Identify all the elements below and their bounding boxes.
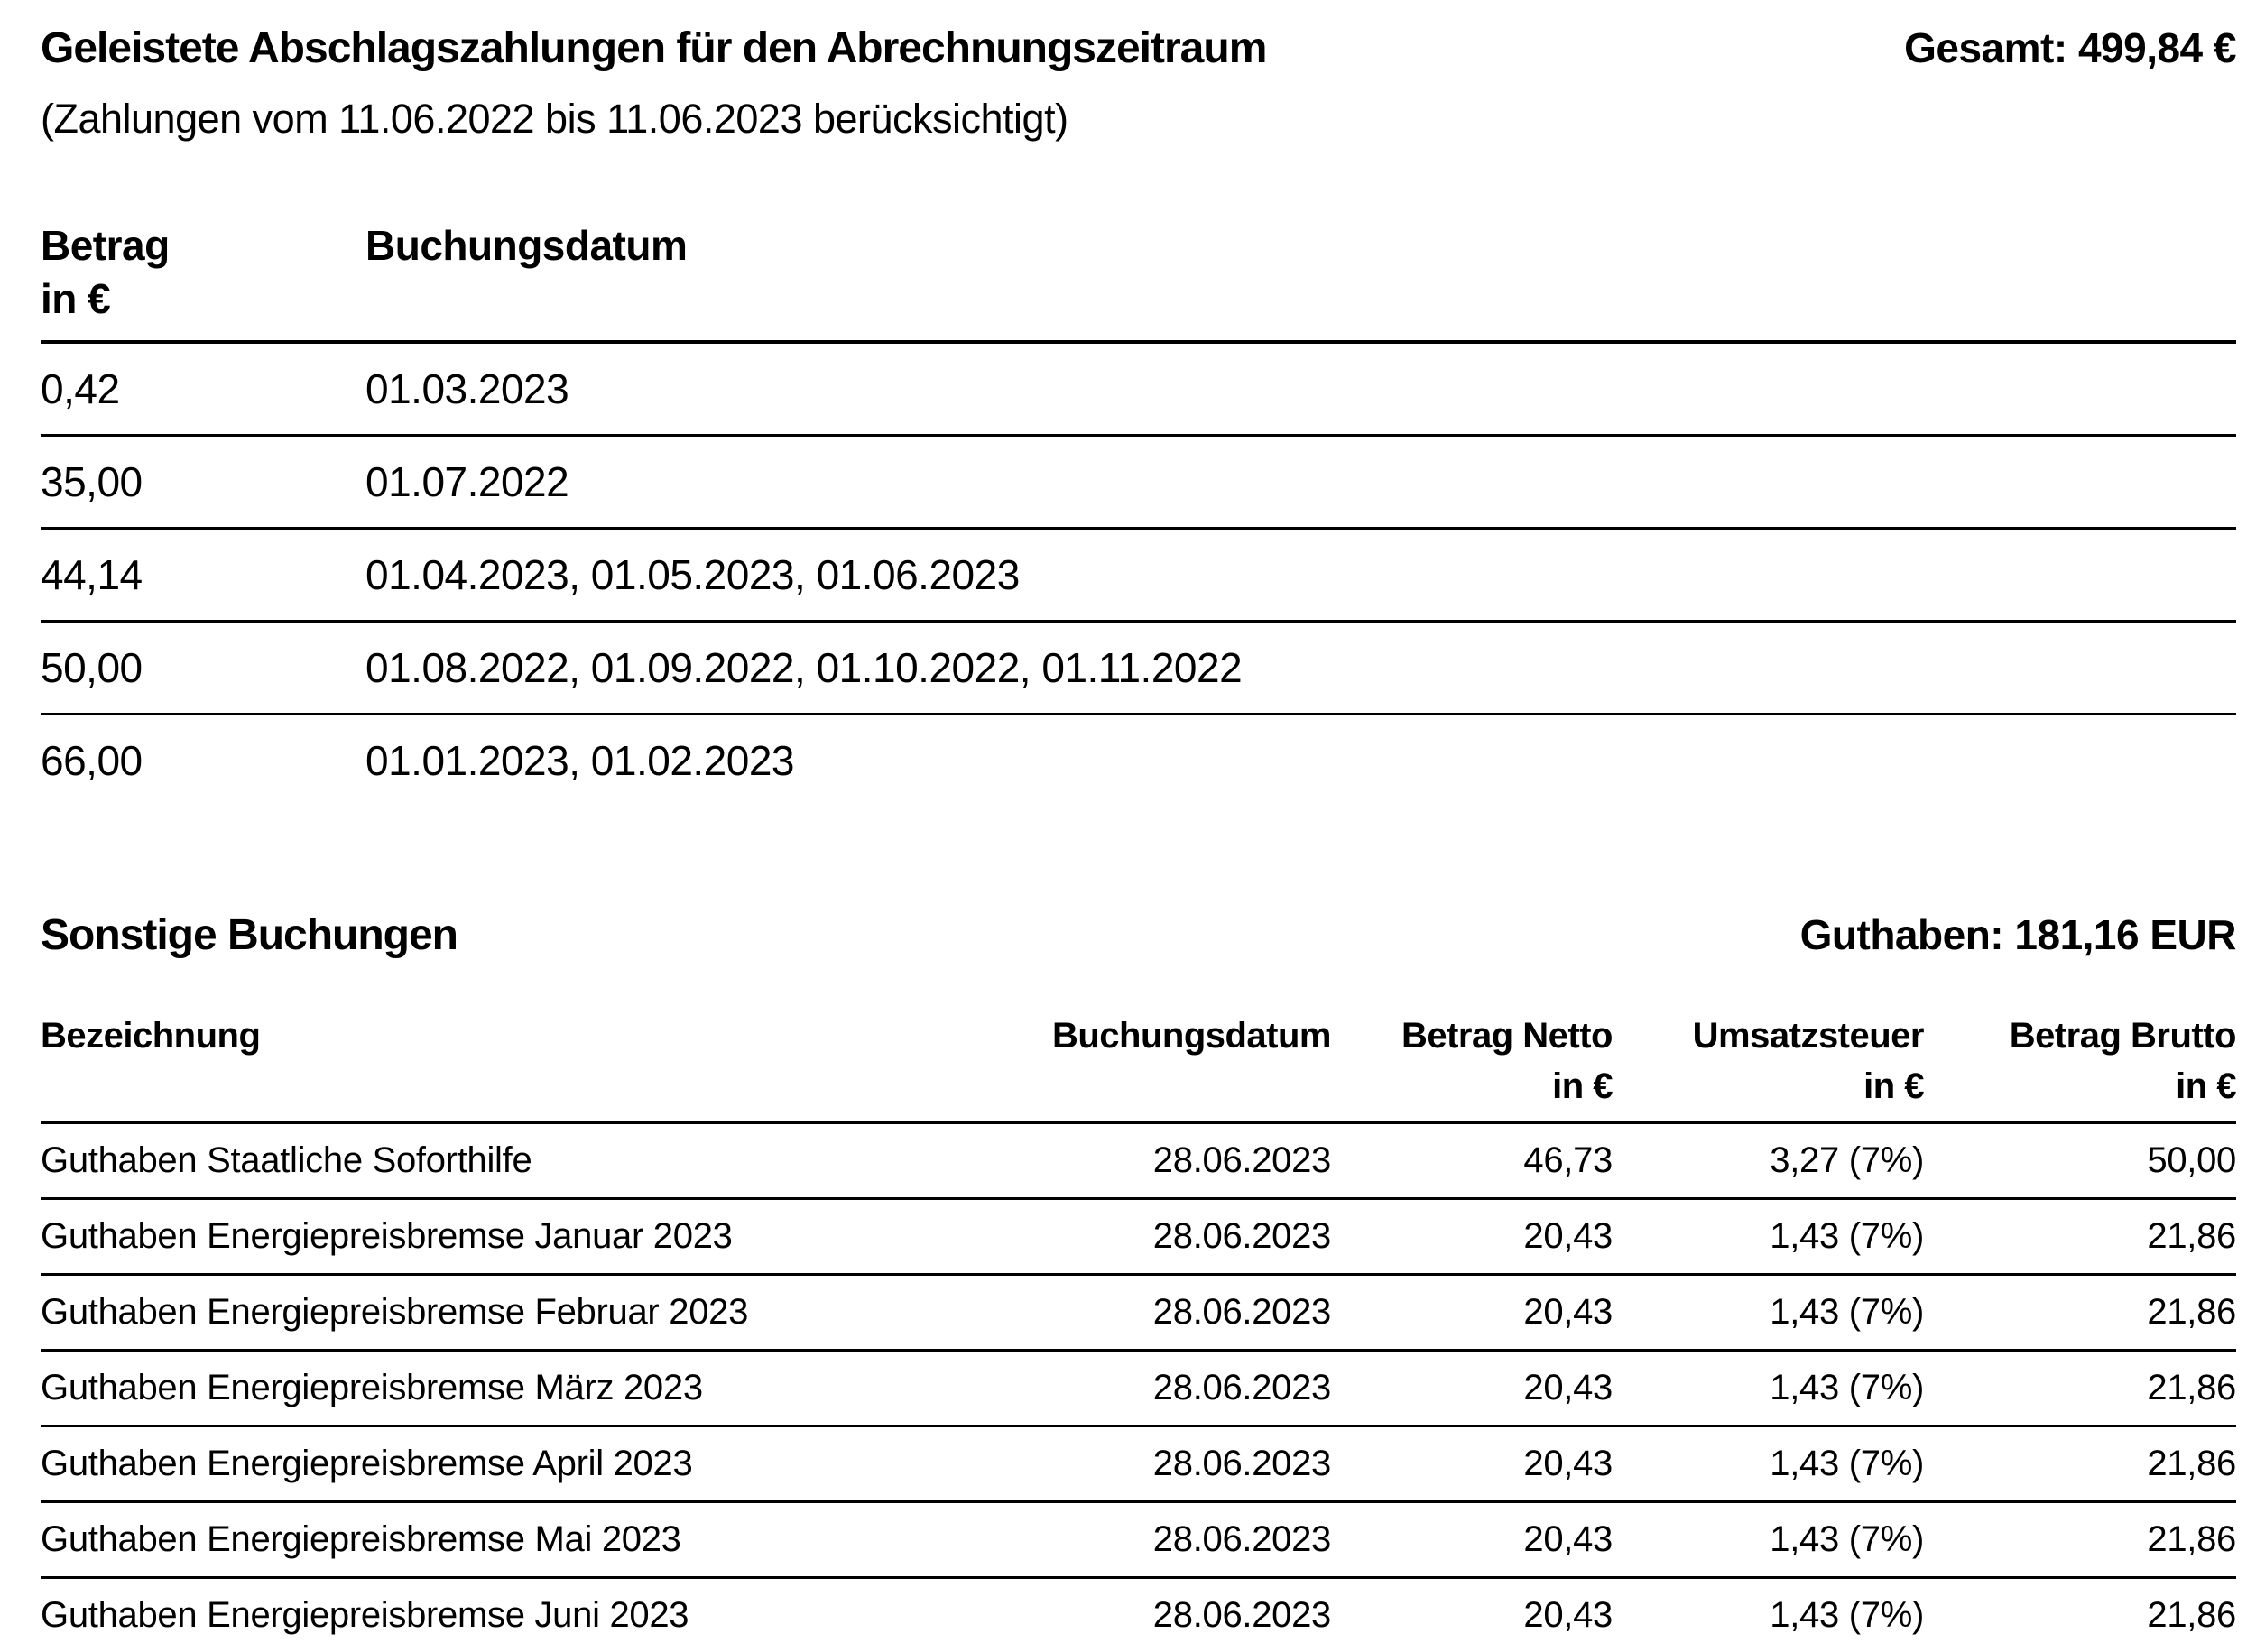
betrag-cell: 35,00 xyxy=(41,435,365,530)
buchungsdatum-cell: 28.06.2023 xyxy=(1038,1426,1331,1504)
abschlagszahlungen-section-header: Geleistete Abschlagszahlungen für den Ab… xyxy=(41,23,2236,73)
brutto-cell: 21,86 xyxy=(1924,1426,2236,1504)
table-row: 35,00 01.07.2022 xyxy=(41,435,2236,530)
bezeichnung-cell: Guthaben Energiepreisbremse Juni 2023 xyxy=(41,1595,689,1636)
header-umsatzsteuer: Umsatzsteuer in € xyxy=(1613,1011,1925,1125)
table-row: Guthaben Energiepreisbremse April 2023 2… xyxy=(41,1426,2236,1504)
bezeichnung-cell: Guthaben Energiepreisbremse Januar 2023 xyxy=(41,1198,1038,1277)
buchungsdatum-cell: 01.08.2022, 01.09.2022, 01.10.2022, 01.1… xyxy=(365,621,2236,715)
table-row: Guthaben Energiepreisbremse Februar 2023… xyxy=(41,1274,2236,1352)
netto-cell: 20,43 xyxy=(1523,1595,1613,1636)
header-betrag-brutto-unit: in € xyxy=(2176,1066,2236,1107)
bezeichnung-cell: Guthaben Energiepreisbremse Mai 2023 xyxy=(41,1501,1038,1580)
umsatzsteuer-cell: 1,43 (7%) xyxy=(1613,1350,1924,1428)
netto-cell: 20,43 xyxy=(1331,1350,1613,1428)
header-betrag: Betrag in € xyxy=(41,219,365,344)
brutto-cell: 21,86 xyxy=(1924,1501,2236,1580)
buchungsdatum-cell: 28.06.2023 xyxy=(1038,1122,1331,1201)
header-betrag-netto-unit: in € xyxy=(1552,1066,1613,1107)
header-bezeichnung: Bezeichnung xyxy=(41,1011,1038,1125)
umsatzsteuer-cell: 1,43 (7%) xyxy=(1770,1595,1924,1636)
header-betrag-brutto: Betrag Brutto in € xyxy=(1924,1011,2237,1125)
bezeichnung-cell: Guthaben Energiepreisbremse Februar 2023 xyxy=(41,1274,1038,1352)
umsatzsteuer-cell: 1,43 (7%) xyxy=(1613,1198,1924,1277)
netto-cell: 20,43 xyxy=(1331,1198,1613,1277)
header-umsatzsteuer-unit: in € xyxy=(1863,1066,1924,1107)
betrag-cell: 0,42 xyxy=(41,341,365,437)
netto-cell: 46,73 xyxy=(1331,1122,1613,1201)
brutto-cell: 21,86 xyxy=(1924,1350,2236,1428)
sonstige-buchungen-title: Sonstige Buchungen xyxy=(41,910,458,959)
buchungsdatum-cell: 28.06.2023 xyxy=(1038,1501,1331,1580)
bezeichnung-cell: Guthaben Energiepreisbremse April 2023 xyxy=(41,1426,1038,1504)
sonstige-buchungen-table: Bezeichnung Buchungsdatum Betrag Netto i… xyxy=(41,1011,2237,1652)
umsatzsteuer-cell: 1,43 (7%) xyxy=(1613,1274,1924,1352)
netto-cell: 20,43 xyxy=(1331,1501,1613,1580)
table-row: Guthaben Energiepreisbremse März 2023 28… xyxy=(41,1350,2236,1428)
gesamt-total-value: Gesamt: 499,84 € xyxy=(1904,24,2236,71)
sonstige-buchungen-section-header: Sonstige Buchungen Guthaben: 181,16 EUR xyxy=(41,910,2237,960)
bezeichnung-cell: Guthaben Energiepreisbremse März 2023 xyxy=(41,1350,1038,1428)
buchungsdatum-cell: 01.04.2023, 01.05.2023, 01.06.2023 xyxy=(365,528,2236,623)
sonstige-buchungen-table-header: Bezeichnung Buchungsdatum Betrag Netto i… xyxy=(41,1011,2237,1125)
buchungsdatum-cell: 28.06.2023 xyxy=(1038,1198,1331,1277)
brutto-cell: 21,86 xyxy=(2147,1595,2236,1636)
betrag-cell: 44,14 xyxy=(41,528,365,623)
header-buchungsdatum: Buchungsdatum xyxy=(365,219,2236,344)
table-row: Guthaben Energiepreisbremse Juni 2023 28… xyxy=(41,1578,2236,1652)
buchungsdatum-cell: 01.07.2022 xyxy=(365,435,2236,530)
header-buchungsdatum: Buchungsdatum xyxy=(1038,1011,1332,1125)
betrag-cell: 50,00 xyxy=(41,621,365,715)
buchungsdatum-cell: 01.03.2023 xyxy=(365,341,2236,437)
umsatzsteuer-cell: 1,43 (7%) xyxy=(1613,1501,1924,1580)
table-row: 50,00 01.08.2022, 01.09.2022, 01.10.2022… xyxy=(41,621,2236,715)
buchungsdatum-cell: 01.01.2023, 01.02.2023 xyxy=(365,736,795,784)
buchungsdatum-cell: 28.06.2023 xyxy=(1152,1595,1331,1636)
header-betrag-line2: in € xyxy=(41,275,111,323)
abschlagszahlungen-subtitle: (Zahlungen vom 11.06.2022 bis 11.06.2023… xyxy=(41,96,1068,143)
abschlagszahlungen-table-header: Betrag in € Buchungsdatum xyxy=(41,219,2236,344)
brutto-cell: 21,86 xyxy=(1924,1198,2236,1277)
header-betrag-netto: Betrag Netto in € xyxy=(1331,1011,1613,1125)
header-umsatzsteuer-label: Umsatzsteuer xyxy=(1692,1016,1925,1057)
table-row: Guthaben Energiepreisbremse Mai 2023 28.… xyxy=(41,1501,2236,1580)
header-betrag-netto-label: Betrag Netto xyxy=(1401,1016,1613,1057)
buchungsdatum-cell: 28.06.2023 xyxy=(1038,1350,1331,1428)
buchungsdatum-cell: 28.06.2023 xyxy=(1038,1274,1331,1352)
table-row: Guthaben Energiepreisbremse Januar 2023 … xyxy=(41,1198,2236,1277)
brutto-cell: 50,00 xyxy=(1924,1122,2236,1201)
bezeichnung-cell: Guthaben Staatliche Soforthilfe xyxy=(41,1122,1038,1201)
brutto-cell: 21,86 xyxy=(1924,1274,2236,1352)
header-betrag-brutto-label: Betrag Brutto xyxy=(2009,1016,2237,1057)
abschlagszahlungen-title: Geleistete Abschlagszahlungen für den Ab… xyxy=(41,24,1267,72)
umsatzsteuer-cell: 1,43 (7%) xyxy=(1613,1426,1924,1504)
netto-cell: 20,43 xyxy=(1331,1426,1613,1504)
betrag-cell: 66,00 xyxy=(41,736,143,784)
table-row: 44,14 01.04.2023, 01.05.2023, 01.06.2023 xyxy=(41,528,2236,623)
umsatzsteuer-cell: 3,27 (7%) xyxy=(1613,1122,1924,1201)
table-row: 0,42 01.03.2023 xyxy=(41,341,2236,437)
guthaben-balance-value: Guthaben: 181,16 EUR xyxy=(1799,910,2237,958)
abschlagszahlungen-table: Betrag in € Buchungsdatum 0,42 01.03.202… xyxy=(41,219,2236,806)
header-betrag-line1: Betrag xyxy=(41,222,170,270)
netto-cell: 20,43 xyxy=(1331,1274,1613,1352)
table-row: 66,00 01.01.2023, 01.02.2023 xyxy=(41,714,2236,806)
table-row: Guthaben Staatliche Soforthilfe 28.06.20… xyxy=(41,1122,2236,1201)
